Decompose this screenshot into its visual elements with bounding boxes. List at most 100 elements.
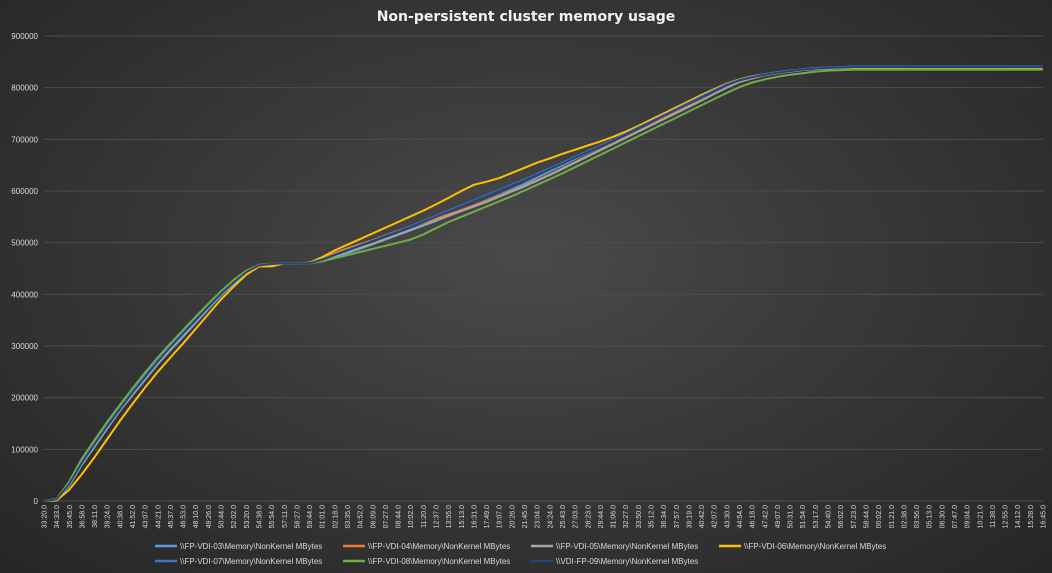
x-tick-label: 47:42.0 (762, 505, 769, 528)
series-lines (43, 65, 1043, 502)
x-tick-label: 43:30.0 (724, 505, 731, 528)
x-tick-label: 05:13.0 (927, 505, 934, 528)
y-tick-label: 300000 (11, 342, 38, 351)
x-tick-label: 32:27.0 (623, 505, 630, 528)
y-axis-ticks: 0 100000 200000 300000 400000 500000 600000 700… (11, 32, 38, 506)
x-tick-label: 07:47.0 (952, 505, 959, 528)
x-tick-label: 40:38.0 (117, 505, 124, 528)
series-line-2 (43, 66, 1043, 502)
series-line-4 (43, 66, 1043, 502)
x-tick-label: 56:02.0 (838, 505, 845, 528)
x-tick-label: 44:21.0 (155, 505, 162, 528)
x-tick-label: 39:24.0 (105, 505, 112, 528)
legend-entry: \\FP-VDI-03\Memory\NonKernel MBytes (180, 542, 322, 551)
series-line-7 (43, 66, 1043, 502)
x-tick-label: 11:38.0 (990, 505, 997, 528)
legend-entry: \\FP-VDI-06\Memory\NonKernel MBytes (744, 542, 886, 551)
x-tick-label: 01:21.0 (889, 505, 896, 528)
series-line-6 (43, 68, 1043, 502)
x-tick-label: 41:52.0 (130, 505, 137, 528)
x-tick-label: 55:54.0 (269, 505, 276, 528)
x-tick-label: 09:04.0 (965, 505, 972, 528)
x-tick-label: 44:54.0 (737, 505, 744, 528)
y-tick-label: 700000 (11, 135, 38, 144)
x-tick-label: 02:18.0 (332, 505, 339, 528)
x-tick-label: 00:02.0 (876, 505, 883, 528)
x-tick-label: 07:27.0 (383, 505, 390, 528)
legend-entry: \\FP-VDI-07\Memory\NonKernel MBytes (180, 557, 322, 566)
legend-entry: \\FP-VDI-04\Memory\NonKernel MBytes (368, 542, 510, 551)
legend: \\FP-VDI-03\Memory\NonKernel MBytes \\FP-… (155, 542, 886, 566)
y-tick-label: 800000 (11, 84, 38, 93)
x-tick-label: 58:44.0 (863, 505, 870, 528)
x-tick-label: 57:23.0 (851, 505, 858, 528)
x-tick-label: 31:06.0 (611, 505, 618, 528)
legend-entry: \\FP-VDI-05\Memory\NonKernel MBytes (556, 542, 698, 551)
x-tick-label: 37:57.0 (674, 505, 681, 528)
x-tick-label: 36:34.0 (661, 505, 668, 528)
x-tick-label: 42:07.0 (712, 505, 719, 528)
x-tick-label: 28:23.0 (585, 505, 592, 528)
x-tick-label: 40:42.0 (699, 505, 706, 528)
x-tick-label: 57:11.0 (282, 505, 289, 528)
x-tick-label: 48:10.0 (193, 505, 200, 528)
x-tick-label: 17:49.0 (484, 505, 491, 528)
series-line-5 (43, 65, 1043, 502)
x-tick-label: 45:37.0 (168, 505, 175, 528)
series-line-1 (43, 66, 1043, 502)
x-tick-label: 59:44.0 (307, 505, 314, 528)
x-tick-label: 39:19.0 (686, 505, 693, 528)
x-tick-label: 20:26.0 (509, 505, 516, 528)
x-tick-label: 03:35.0 (345, 505, 352, 528)
x-tick-label: 51:54.0 (800, 505, 807, 528)
x-tick-label: 49:07.0 (775, 505, 782, 528)
y-tick-label: 900000 (11, 32, 38, 41)
y-tick-label: 0 (34, 497, 39, 506)
y-tick-label: 100000 (11, 445, 38, 454)
x-tick-label: 38:11.0 (92, 505, 99, 528)
x-tick-label: 10:21.0 (977, 505, 984, 528)
series-line-3 (43, 66, 1043, 502)
x-tick-label: 19:07.0 (497, 505, 504, 528)
x-tick-label: 53:20.0 (244, 505, 251, 528)
x-tick-label: 12:55.0 (1003, 505, 1010, 528)
x-tick-label: 36:58.0 (79, 505, 86, 528)
x-tick-label: 03:56.0 (914, 505, 921, 528)
x-tick-label: 02:38.0 (901, 505, 908, 528)
x-tick-label: 35:45.0 (67, 505, 74, 528)
x-tick-label: 08:44.0 (396, 505, 403, 528)
x-tick-label: 06:09.0 (370, 505, 377, 528)
y-tick-label: 400000 (11, 290, 38, 299)
x-tick-label: 46:53.0 (181, 505, 188, 528)
x-tick-label: 11:20.0 (421, 505, 428, 528)
x-tick-label: 15:13.0 (459, 505, 466, 528)
x-tick-label: 12:37.0 (434, 505, 441, 528)
x-tick-label: 01:01.0 (320, 505, 327, 528)
x-tick-label: 53:17.0 (813, 505, 820, 528)
x-tick-label: 21:45.0 (522, 505, 529, 528)
grid-lines (44, 35, 1043, 502)
x-tick-label: 35:12.0 (648, 505, 655, 528)
x-tick-label: 23:04.0 (535, 505, 542, 528)
x-tick-label: 15:28.0 (1028, 505, 1035, 528)
x-axis-ticks: 33:20.0 34:33.0 35:45.0 36:58.0 38:11.0 39:24… (42, 505, 1048, 528)
x-tick-label: 04:52.0 (358, 505, 365, 528)
chart-title: Non-persistent cluster memory usage (377, 9, 676, 25)
x-tick-label: 34:33.0 (54, 505, 61, 528)
x-tick-label: 10:02.0 (408, 505, 415, 528)
x-tick-label: 16:45.0 (1041, 505, 1048, 528)
x-tick-label: 16:31.0 (471, 505, 478, 528)
x-tick-label: 50:44.0 (219, 505, 226, 528)
x-tick-label: 33:20.0 (42, 505, 49, 528)
y-tick-label: 500000 (11, 239, 38, 248)
x-tick-label: 54:40.0 (826, 505, 833, 528)
x-tick-label: 49:26.0 (206, 505, 213, 528)
x-tick-label: 13:55.0 (446, 505, 453, 528)
x-tick-label: 52:02.0 (231, 505, 238, 528)
x-tick-label: 29:44.0 (598, 505, 605, 528)
x-tick-label: 06:30.0 (939, 505, 946, 528)
x-tick-label: 50:31.0 (788, 505, 795, 528)
x-tick-label: 58:27.0 (294, 505, 301, 528)
y-tick-label: 600000 (11, 187, 38, 196)
